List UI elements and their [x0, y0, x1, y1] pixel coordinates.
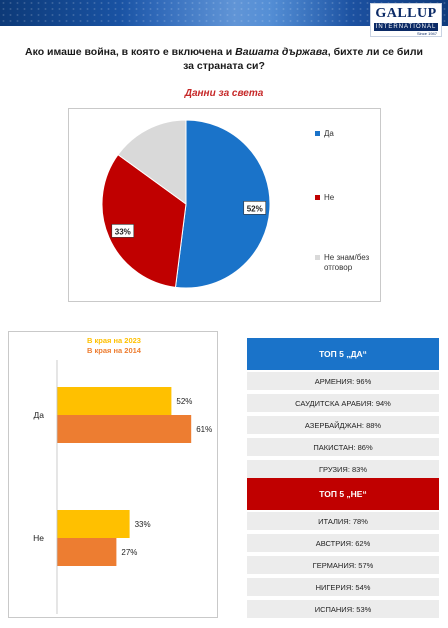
bar-chart-panel: В края на 2023 В края на 2014 Да 52% 61% Не…: [8, 331, 218, 618]
top5-no-row-4: НИГЕРИЯ: 54%: [247, 578, 439, 596]
pie-data-label-box-no: [111, 224, 135, 238]
bar-data-label-no-2014: 27%: [121, 548, 137, 557]
bar-data-label-yes-2014: 61%: [196, 425, 212, 434]
bar-no-2023: [57, 510, 130, 538]
bar-category-label-no: Не: [33, 533, 44, 543]
pie-slice-dont-know: [117, 119, 187, 205]
bar-legend-2023: В края на 2023: [87, 336, 141, 345]
bar-category-label-yes: Да: [34, 410, 45, 420]
bar-legend-2014: В края на 2014: [87, 346, 141, 355]
bar-yes-2023: [57, 387, 172, 415]
legend-label-yes: Да: [324, 129, 334, 138]
question-emphasis: Вашата държава: [235, 46, 328, 58]
pie-chart-title: Данни за света: [184, 88, 264, 99]
logo-main-text: GALLUP: [375, 6, 437, 21]
gallup-logo: GALLUP INTERNATIONAL Since 1947: [370, 3, 442, 37]
bar-yes-2014: [57, 415, 192, 443]
top5-yes-row-1: АРМЕНИЯ: 96%: [247, 372, 439, 390]
banner-sheen: [120, 0, 350, 26]
top5-no-row-3: ГЕРМАНИЯ: 57%: [247, 556, 439, 574]
legend-swatch-dont-know: [315, 255, 320, 260]
top5-yes-row-5: ГРУЗИЯ: 83%: [247, 460, 439, 478]
top5-no-row-5: ИСПАНИЯ: 53%: [247, 600, 439, 618]
legend-item-no: Не: [315, 193, 384, 203]
top5-yes-header: ТОП 5 „ДА“: [247, 338, 439, 370]
top5-yes-row-3: АЗЕРБАЙДЖАН: 88%: [247, 416, 439, 434]
top5-no-row-1: ИТАЛИЯ: 78%: [247, 512, 439, 530]
survey-question: Ако имаше война, в която е включена и Ва…: [20, 45, 428, 73]
legend-swatch-yes: [315, 131, 320, 136]
pie-data-label-no: 33%: [115, 227, 131, 236]
top5-no-header: ТОП 5 „НЕ“: [247, 478, 439, 510]
top5-yes-row-4: ПАКИСТАН: 86%: [247, 438, 439, 456]
pie-chart-panel: 52% 33% Да Не Не знам/без отговор: [68, 108, 381, 302]
pie-data-label-yes: 52%: [247, 204, 263, 213]
bar-no-2014: [57, 538, 117, 566]
pie-data-label-box-yes: [243, 201, 267, 215]
bar-data-label-no-2023: 33%: [135, 520, 151, 529]
legend-label-no: Не: [324, 193, 335, 202]
legend-item-yes: Да: [315, 129, 384, 139]
pie-chart: 52% 33%: [101, 119, 271, 289]
bar-chart: Да 52% 61% Не 33% 27%: [33, 360, 212, 614]
bar-data-label-yes-2023: 52%: [176, 397, 192, 406]
question-part-1: Ако имаше война, в която е включена и: [25, 46, 236, 58]
top5-no-row-2: АВСТРИЯ: 62%: [247, 534, 439, 552]
question-part-2: , бихте ли се били за страната си?: [183, 46, 423, 72]
pie-slice-no: [101, 153, 187, 288]
pie-slice-yes: [174, 119, 271, 289]
top5-yes-row-2: САУДИТСКА АРАБИЯ: 94%: [247, 394, 439, 412]
legend-item-dont-know: Не знам/без отговор: [315, 253, 384, 273]
legend-label-dont-know: Не знам/без отговор: [324, 253, 370, 272]
logo-since-text: Since 1947: [416, 31, 437, 36]
logo-sub-text: INTERNATIONAL: [374, 23, 438, 31]
legend-swatch-no: [315, 195, 320, 200]
